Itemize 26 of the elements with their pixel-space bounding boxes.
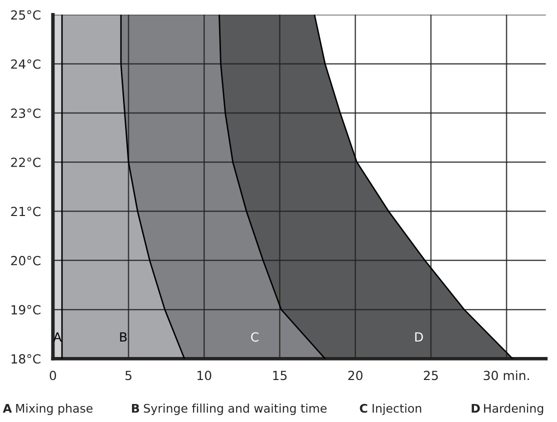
- text: Injection: [372, 404, 422, 416]
- text: B: [132, 404, 140, 413]
- x-tick-label: 30 min.: [484, 370, 529, 380]
- x-tick-label: 20: [348, 370, 362, 380]
- x-tick-label: 10: [198, 370, 212, 380]
- y-tick-label: 22°C: [11, 158, 40, 168]
- series-label: C: [251, 332, 258, 342]
- text: Mixing phase: [16, 404, 92, 416]
- x-tick-label: 25: [424, 370, 438, 380]
- x-tick-label: 5: [126, 370, 132, 380]
- text: Syringe filling and waiting time: [144, 404, 327, 416]
- y-tick-label: 24°C: [11, 59, 40, 69]
- x-tick-label: 15: [273, 370, 287, 380]
- text: D: [472, 404, 480, 413]
- y-tick-label: 25°C: [11, 10, 40, 20]
- text: C: [360, 404, 368, 413]
- text: A: [2, 404, 12, 413]
- y-tick-label: 20°C: [11, 256, 40, 266]
- y-tick-label: 21°C: [11, 206, 40, 216]
- x-tick-label: 0: [50, 370, 56, 380]
- series-label: D: [415, 332, 423, 342]
- y-tick-label: 19°C: [12, 305, 40, 314]
- text: Hardening: [484, 404, 544, 416]
- y-tick-label: 23°C: [11, 108, 40, 118]
- series-label: B: [120, 332, 127, 342]
- y-tick-label: 18°C: [12, 354, 40, 364]
